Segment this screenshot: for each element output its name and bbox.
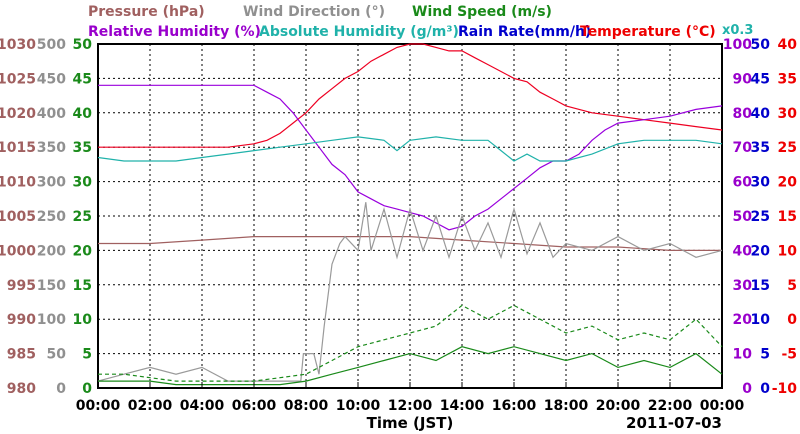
y-tick-pressure: 1025 [0,71,36,87]
y-tick-wind-speed: 30 [73,175,93,191]
y-tick-pressure: 995 [7,278,36,294]
legend-pressure: Pressure (hPa) [88,4,205,20]
y-tick-pressure: 985 [7,347,36,363]
series-line [98,304,723,382]
x-tick-label: 10:00 [336,398,381,414]
y-tick-wind-direction: 50 [47,347,67,363]
y-tick-pressure: 1005 [0,209,36,225]
y-tick-relative-humidity: 100 [723,37,752,53]
x-tick-label: 12:00 [388,398,433,414]
y-tick-wind-speed: 25 [73,209,92,225]
y-tick-rain-rate: 0 [760,381,770,397]
y-tick-wind-direction: 400 [37,106,66,122]
y-tick-pressure: 1010 [0,175,36,191]
y-tick-wind-speed: 10 [73,312,93,328]
y-tick-pressure: 980 [7,381,36,397]
date-label: 2011-07-03 [626,414,722,432]
y-tick-relative-humidity: 30 [733,278,753,294]
x-tick-label: 08:00 [284,398,329,414]
x-tick-label: 00:00 [76,398,121,414]
y-tick-pressure: 1015 [0,140,36,156]
y-tick-relative-humidity: 40 [733,243,753,259]
y-tick-wind-direction: 250 [37,209,66,225]
y-tick-relative-humidity: 60 [733,175,753,191]
series-line [98,43,723,148]
y-tick-wind-direction: 150 [37,278,66,294]
y-tick-wind-direction: 450 [37,71,66,87]
y-tick-rain-rate: 25 [751,209,770,225]
x-axis-label: Time (JST) [367,414,454,432]
legend-wind-speed: Wind Speed (m/s) [412,4,552,20]
y-tick-wind-direction: 350 [37,140,66,156]
y-tick-rain-rate: 35 [751,140,770,156]
axis-layer: 1030102510201015101010051000995990985980… [0,37,797,414]
y-tick-rain-rate: 20 [751,243,771,259]
y-tick-temperature: 20 [778,175,798,191]
x-tick-label: 14:00 [440,398,485,414]
y-tick-temperature: 40 [778,37,798,53]
y-tick-wind-direction: 200 [37,243,66,259]
grid [98,44,722,388]
y-tick-relative-humidity: 70 [733,140,753,156]
legend-relative-humidity: Relative Humidity (%) [88,24,261,40]
y-tick-wind-speed: 15 [73,278,92,294]
y-tick-wind-speed: 0 [82,381,92,397]
legend-temperature: Temperature (°C) [580,24,716,40]
x-tick-label: 06:00 [232,398,277,414]
y-tick-relative-humidity: 90 [733,71,753,87]
series-line [97,136,723,162]
y-tick-wind-speed: 50 [73,37,93,53]
y-tick-temperature: 5 [787,278,797,294]
y-tick-pressure: 1030 [0,37,36,53]
y-tick-wind-direction: 100 [37,312,66,328]
series-line [97,202,723,382]
y-tick-wind-speed: 40 [73,106,93,122]
series-line [98,236,722,251]
y-tick-rain-rate: 5 [760,347,770,363]
y-tick-temperature: 15 [778,209,797,225]
y-tick-temperature: 25 [778,140,797,156]
y-tick-temperature: 0 [787,312,797,328]
y-tick-pressure: 1020 [0,106,36,122]
y-tick-rain-rate: 50 [751,37,771,53]
y-tick-temperature: 30 [778,106,798,122]
y-tick-rain-rate: 10 [751,312,771,328]
y-tick-relative-humidity: 20 [733,312,753,328]
x-tick-label: 22:00 [648,398,693,414]
y-tick-rain-rate: 30 [751,175,771,191]
y-tick-temperature: 35 [778,71,797,87]
y-tick-temperature: 10 [778,243,798,259]
y-tick-wind-direction: 0 [56,381,66,397]
x-tick-label: 02:00 [128,398,173,414]
x-tick-label: 16:00 [492,398,537,414]
y-tick-wind-direction: 500 [37,37,66,53]
legend-absolute-humidity: Absolute Humidity (g/m³) [259,24,459,40]
x-tick-label: 04:00 [180,398,225,414]
series-line [98,84,723,231]
x-tick-label: 20:00 [596,398,641,414]
y-tick-relative-humidity: 0 [742,381,752,397]
y-tick-wind-speed: 35 [73,140,92,156]
legend-scale-note: x0.3 [722,23,753,38]
y-tick-pressure: 1000 [0,243,36,259]
y-tick-wind-speed: 20 [73,243,93,259]
y-tick-relative-humidity: 50 [733,209,753,225]
legend-rain-rate: Rain Rate(mm/h) [458,24,591,40]
y-tick-wind-speed: 45 [73,71,92,87]
series-layer [97,43,723,386]
y-tick-pressure: 990 [7,312,36,328]
x-tick-label: 00:00 [700,398,745,414]
y-tick-relative-humidity: 10 [733,347,753,363]
y-tick-rain-rate: 45 [751,71,770,87]
y-tick-wind-speed: 5 [82,347,92,363]
legend-wind-direction: Wind Direction (°) [243,4,385,20]
x-tick-label: 18:00 [544,398,589,414]
y-tick-relative-humidity: 80 [733,106,753,122]
y-tick-rain-rate: 40 [751,106,771,122]
y-tick-wind-direction: 300 [37,175,66,191]
y-tick-rain-rate: 15 [751,278,770,294]
y-tick-temperature: -5 [781,347,797,363]
y-tick-temperature: -10 [772,381,798,397]
